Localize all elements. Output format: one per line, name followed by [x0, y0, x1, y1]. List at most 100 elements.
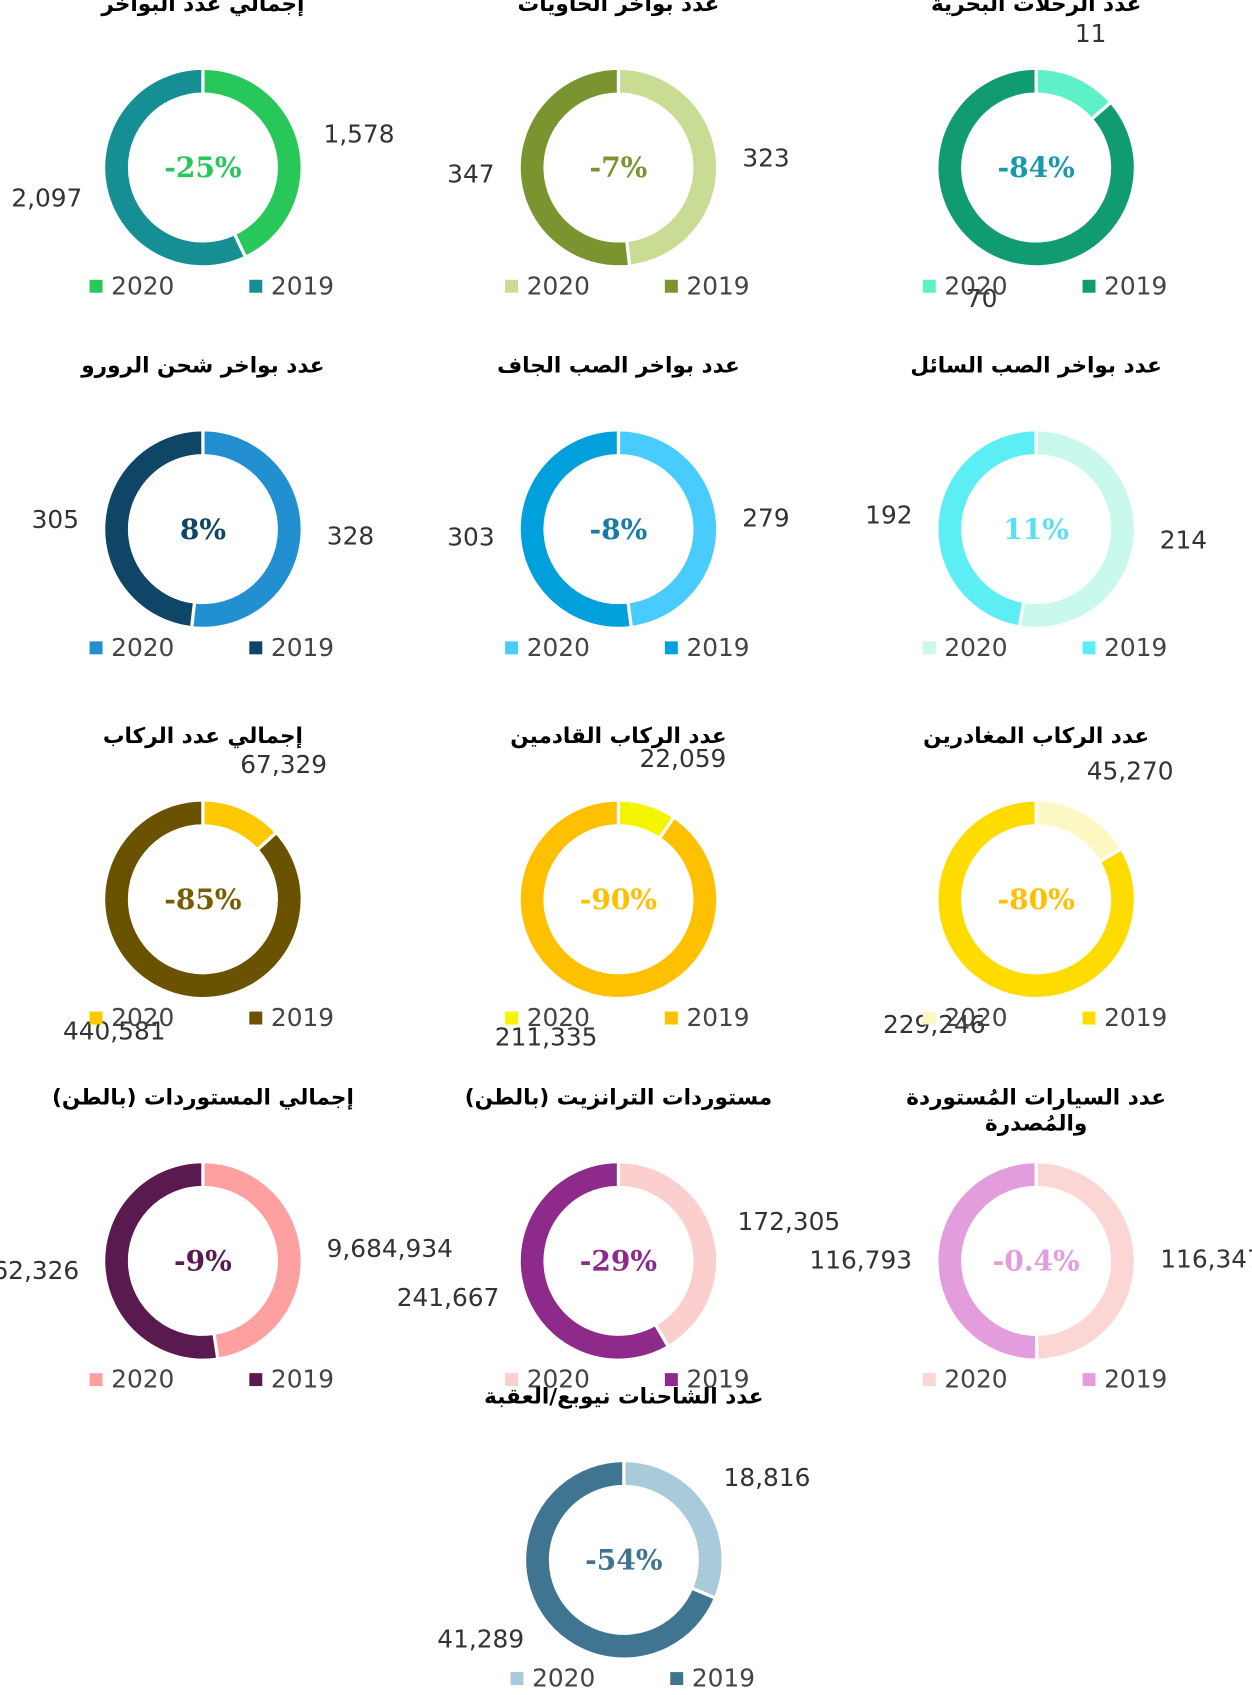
legend-swatch [89, 1011, 103, 1025]
legend-label: 2019 [1104, 271, 1167, 300]
center-label: 8% [180, 513, 226, 546]
chart-title: عدد الركاب القادمين [510, 722, 727, 749]
chart-title-box: عدد الرحلات البحرية [930, 0, 1142, 17]
center-label: -7% [590, 151, 648, 184]
donut-slice [1034, 1159, 1138, 1362]
legend-swatch [505, 1373, 519, 1387]
chart-title: عدد بواخر شحن الرورو [81, 352, 325, 378]
legend-label: 2020 [944, 1365, 1007, 1394]
value-label: 172,305 [738, 1207, 841, 1236]
legend-label: 2020 [944, 1003, 1007, 1032]
donut-slice [935, 1159, 1039, 1362]
donut-slice [517, 66, 632, 269]
legend-swatch [505, 1011, 519, 1025]
legend-label: 2020 [111, 271, 174, 300]
legend-swatch [249, 279, 263, 293]
legend-label: 2019 [1104, 633, 1167, 662]
chart-title: عدد بواخر الحاويات [517, 0, 720, 17]
legend-label: 2019 [686, 1365, 749, 1394]
chart-title: عدد بواخر الصب السائل [910, 352, 1162, 378]
legend-label: 2020 [944, 271, 1007, 300]
donut-slice [102, 428, 205, 630]
legend-label: 2020 [111, 1003, 174, 1032]
donut-slice [935, 428, 1038, 629]
chart-title-box: عدد بواخر شحن الرورو [81, 352, 325, 378]
value-label: 214 [1160, 525, 1207, 554]
center-label: -29% [580, 1245, 657, 1278]
legend-swatch [664, 1011, 678, 1025]
value-label: 11 [1075, 19, 1107, 48]
center-label: -0.4% [993, 1245, 1080, 1278]
legend-label: 2019 [692, 1664, 755, 1693]
chart-title-box: عدد السيارات المُستوردة والمُصدرة [906, 1083, 1167, 1136]
value-label: 9,684,934 [327, 1234, 453, 1263]
center-label: -54% [585, 1544, 662, 1577]
center-label: -80% [997, 883, 1074, 916]
legend-label: 2019 [686, 271, 749, 300]
value-label: 116,347 [1160, 1244, 1252, 1273]
value-label: 303 [447, 523, 494, 552]
legend-label: 2020 [944, 633, 1007, 662]
center-label: 11% [1003, 513, 1069, 546]
value-label: 323 [742, 143, 789, 172]
legend-swatch [89, 641, 103, 655]
center-label: -84% [997, 151, 1074, 184]
legend-swatch [664, 279, 678, 293]
legend-swatch [505, 279, 519, 293]
donut-slice [101, 798, 304, 1001]
donut-slice [622, 1458, 725, 1601]
donut-slice [517, 428, 634, 630]
center-label: -8% [590, 513, 648, 546]
chart-title: إجمالي عدد الركاب [102, 722, 303, 749]
value-label: 192 [865, 501, 912, 530]
chart-title-box: عدد بواخر الصب السائل [910, 352, 1162, 378]
legend-label: 2020 [532, 1664, 595, 1693]
legend-label: 2019 [271, 271, 334, 300]
value-label: 347 [447, 160, 494, 189]
donut-slice [616, 66, 720, 268]
legend-label: 2019 [686, 633, 749, 662]
legend-swatch [249, 641, 263, 655]
chart-title-box: إجمالي عدد البواخر [101, 0, 304, 16]
donut-slice [616, 1159, 720, 1349]
chart-title: عدد الرحلات البحرية [930, 0, 1142, 17]
legend-swatch [922, 279, 936, 293]
legend-swatch [505, 641, 519, 655]
value-label: 116,793 [809, 1245, 912, 1274]
legend-swatch [1082, 279, 1096, 293]
legend-swatch [249, 1373, 263, 1387]
legend-label: 2019 [1104, 1003, 1167, 1032]
chart-title-box: عدد الركاب المغادرين [923, 722, 1150, 749]
donut-slice [935, 798, 1137, 1001]
legend-label: 2020 [527, 1365, 590, 1394]
legend-swatch [922, 641, 936, 655]
value-label: 440,581 [63, 1017, 166, 1046]
legend-label: 2020 [111, 1365, 174, 1394]
legend-label: 2019 [686, 1003, 749, 1032]
chart-title: مستوردات الترانزيت (بالطن) [464, 1083, 773, 1110]
value-label: 41,289 [437, 1625, 524, 1654]
legend-label: 2019 [271, 1365, 334, 1394]
value-label: 70 [966, 284, 998, 313]
value-label: 10,662,326 [0, 1256, 79, 1285]
donut-slice [1034, 798, 1124, 865]
chart-title: عدد الركاب المغادرين [923, 722, 1150, 749]
legend-swatch [1082, 1373, 1096, 1387]
legend-label: 2020 [527, 271, 590, 300]
center-label: -9% [174, 1245, 232, 1278]
value-label: 67,329 [240, 750, 327, 779]
chart-title-box: عدد بواخر الصب الجاف [497, 352, 740, 378]
legend-label: 2019 [271, 1003, 334, 1032]
value-label: 22,059 [639, 744, 726, 773]
chart-title-box: إجمالي عدد الركاب [102, 722, 303, 749]
legend-swatch [664, 1373, 678, 1387]
center-label: -85% [164, 883, 241, 916]
chart-title-box: إجمالي المستوردات (بالطن) [52, 1084, 354, 1110]
chart-title: عدد السيارات المُستوردة والمُصدرة [906, 1083, 1167, 1136]
chart-title-box: مستوردات الترانزيت (بالطن) [464, 1083, 773, 1110]
legend-swatch [249, 1011, 263, 1025]
chart-title-box: عدد الركاب القادمين [510, 722, 727, 749]
value-label: 328 [327, 521, 374, 550]
donut-slice [616, 428, 720, 630]
legend-swatch [1082, 1011, 1096, 1025]
